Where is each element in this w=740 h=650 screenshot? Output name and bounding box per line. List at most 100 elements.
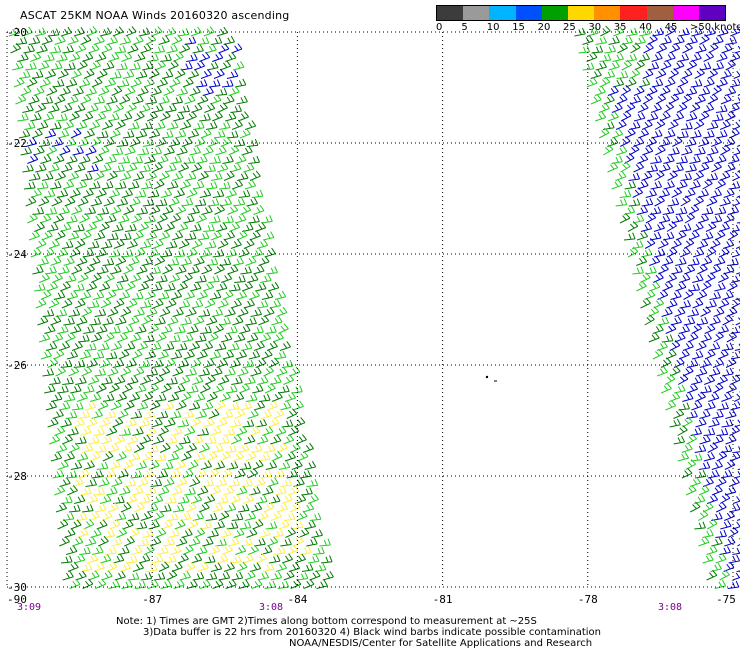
legend-swatch (567, 6, 595, 20)
left-swath-barbs (8, 26, 334, 589)
wind-barb (231, 434, 242, 445)
wind-barb (656, 42, 668, 54)
wind-barb (699, 358, 712, 368)
wind-barb (237, 307, 249, 317)
wind-barb (709, 315, 721, 326)
wind-barb (657, 289, 669, 300)
wind-barb (705, 221, 717, 232)
wind-barb (186, 187, 198, 198)
wind-barb (199, 248, 212, 258)
wind-barb (594, 111, 607, 122)
wind-barb (77, 196, 89, 207)
wind-barb (157, 546, 169, 555)
wind-barb (128, 315, 140, 326)
wind-barb (80, 94, 92, 105)
wind-barb (294, 417, 306, 428)
wind-barb (674, 384, 686, 394)
wind-barb (223, 170, 235, 181)
wind-barb (119, 486, 131, 496)
wind-barb (172, 503, 185, 513)
wind-barb (716, 427, 729, 436)
wind-barb (92, 290, 105, 300)
wind-barb (42, 368, 55, 377)
wind-barb (164, 221, 176, 232)
wind-barb (646, 85, 658, 96)
wind-barb (639, 27, 651, 37)
wind-barb (247, 409, 259, 419)
wind-barb (135, 384, 147, 394)
wind-barb (234, 78, 247, 88)
wind-barb (73, 223, 85, 232)
wind-barb (732, 119, 740, 130)
wind-barb (599, 53, 612, 62)
wind-barb (226, 521, 239, 530)
wind-barb (207, 331, 219, 343)
wind-barb (711, 537, 723, 547)
wind-barb (141, 314, 152, 326)
wind-barb (73, 283, 85, 292)
pass-time-label: 3:08 (259, 602, 283, 613)
wind-barb (686, 59, 698, 71)
wind-barb (71, 340, 83, 351)
wind-barb (212, 189, 225, 198)
wind-barb (294, 553, 306, 564)
wind-barb (132, 230, 144, 241)
wind-barb (41, 230, 53, 241)
wind-barb (250, 366, 262, 377)
longitude-label: -81 (433, 593, 453, 606)
wind-barb (728, 181, 740, 190)
wind-barb (62, 179, 75, 190)
wind-barb (44, 384, 56, 394)
wind-barb (309, 512, 322, 521)
wind-barb (719, 119, 731, 130)
wind-barb (176, 536, 188, 547)
wind-barb (251, 189, 264, 198)
wind-barb (724, 86, 737, 96)
wind-barb (59, 145, 71, 156)
wind-barb (91, 77, 103, 88)
wind-barb (50, 452, 63, 462)
wind-barb (248, 290, 260, 300)
wind-barb (683, 238, 695, 249)
wind-barb (250, 502, 263, 513)
wind-barb (241, 145, 253, 156)
wind-barb (181, 528, 193, 538)
wind-barb (173, 579, 185, 589)
wind-barb (204, 240, 217, 249)
wind-barb (590, 94, 602, 105)
wind-barb (249, 170, 261, 181)
wind-barb (653, 272, 664, 283)
wind-barb (99, 417, 111, 428)
wind-barb (153, 572, 166, 581)
wind-barb (162, 401, 175, 411)
wind-barb (167, 392, 180, 402)
wind-barb (174, 519, 186, 530)
wind-barb (296, 434, 307, 445)
wind-barb (23, 181, 36, 190)
wind-barb (192, 375, 204, 385)
wind-barb (88, 181, 101, 190)
wind-barb (241, 537, 253, 547)
wind-barb (185, 442, 198, 453)
wind-barb (78, 78, 91, 88)
wind-barb (51, 61, 63, 71)
wind-barb (244, 511, 257, 521)
wind-barb (89, 256, 101, 266)
wind-barb (162, 205, 174, 215)
wind-barb (199, 382, 211, 394)
wind-barb (37, 257, 49, 266)
wind-barb (153, 178, 165, 190)
wind-barb (193, 392, 206, 402)
wind-barb (130, 77, 142, 88)
wind-barb (17, 113, 29, 122)
wind-barb (239, 128, 251, 139)
wind-barb (296, 510, 308, 521)
wind-barb (112, 26, 124, 37)
wind-barb (148, 129, 161, 139)
wind-barb (660, 35, 672, 45)
wind-barb (13, 77, 25, 88)
wind-barb (222, 544, 233, 555)
wind-barb (79, 546, 91, 555)
wind-barb (77, 272, 89, 283)
wind-barb (692, 247, 705, 258)
